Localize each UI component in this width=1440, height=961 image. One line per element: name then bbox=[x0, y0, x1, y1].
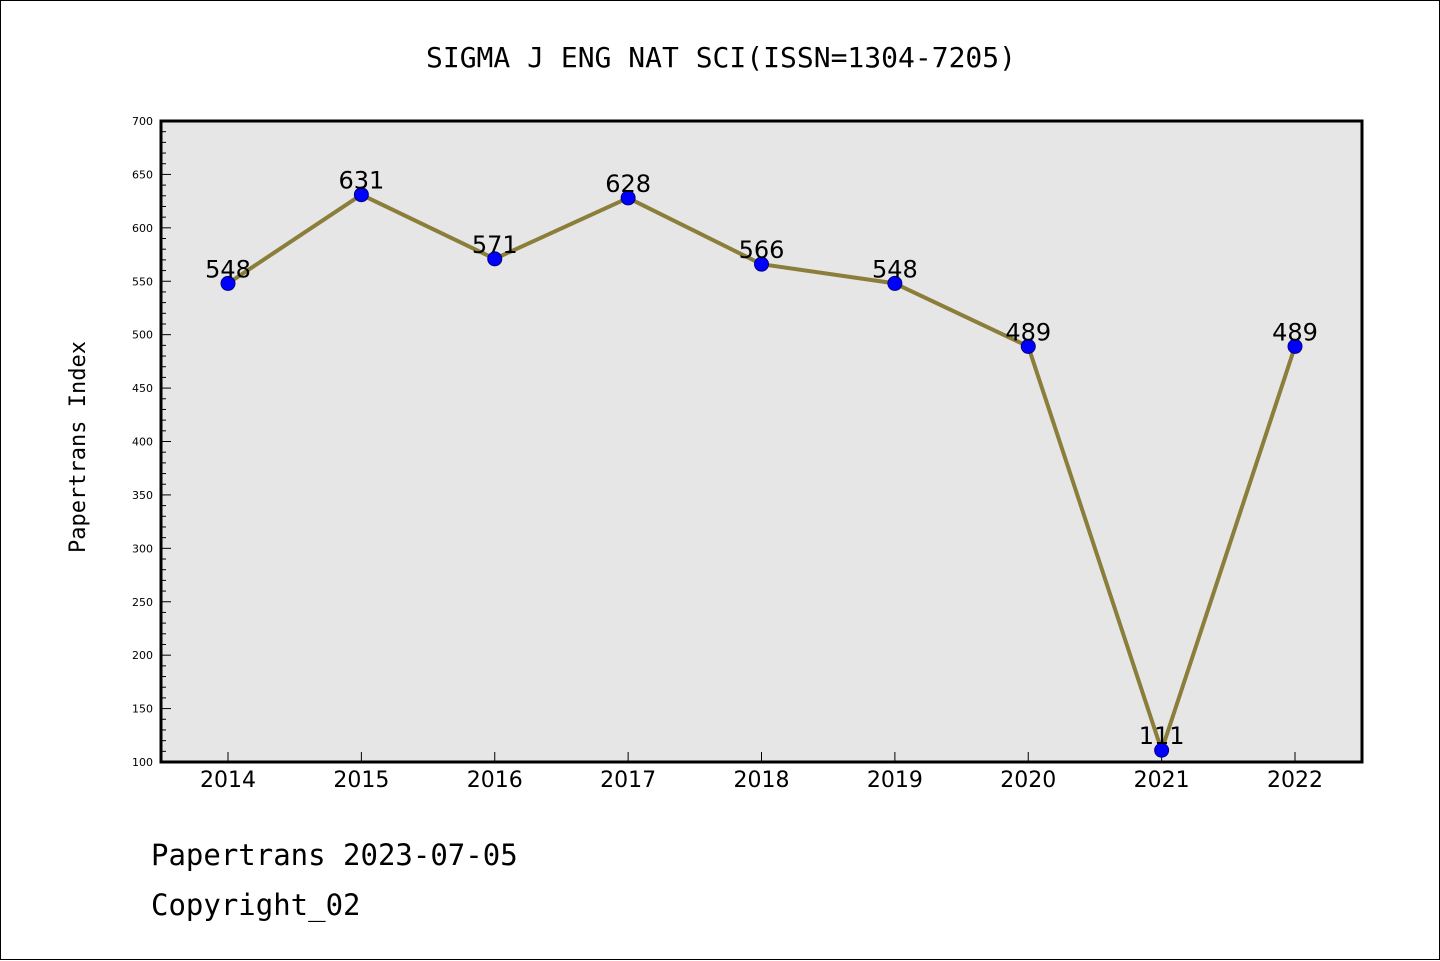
y-tick-label: 300 bbox=[132, 542, 153, 555]
data-label: 628 bbox=[605, 170, 651, 198]
x-tick-label: 2017 bbox=[600, 768, 656, 793]
data-label: 631 bbox=[338, 167, 384, 195]
footer-copyright: Copyright_02 bbox=[151, 888, 361, 923]
plot-area bbox=[161, 121, 1362, 762]
data-label: 489 bbox=[1005, 318, 1051, 346]
y-tick-label: 400 bbox=[132, 436, 153, 449]
x-tick-label: 2015 bbox=[333, 768, 389, 793]
data-point-marker bbox=[487, 251, 503, 267]
footer-date: Papertrans 2023-07-05 bbox=[151, 838, 518, 872]
series-group bbox=[220, 187, 1303, 758]
data-label: 548 bbox=[205, 255, 251, 283]
y-tick-label: 100 bbox=[132, 756, 153, 769]
x-tick-label: 2016 bbox=[467, 768, 523, 793]
y-tick-label: 550 bbox=[132, 275, 153, 288]
y-tick-label: 250 bbox=[132, 596, 153, 609]
data-label: 111 bbox=[1139, 722, 1185, 750]
x-axis-tick-labels: 2014 2015 2016 2017 2018 2019 2020 2021 2022 bbox=[200, 768, 1323, 793]
data-point-marker bbox=[754, 256, 769, 272]
x-tick-label: 2018 bbox=[734, 768, 790, 793]
chart-title: SIGMA J ENG NAT SCI(ISSN=1304-7205) bbox=[426, 41, 1016, 74]
data-point-marker bbox=[887, 275, 903, 291]
y-tick-label: 350 bbox=[132, 489, 153, 502]
y-tick-label: 450 bbox=[132, 382, 153, 395]
y-tick-label: 650 bbox=[132, 168, 153, 181]
y-tick-label: 600 bbox=[132, 222, 153, 235]
x-tick-label: 2020 bbox=[1000, 768, 1056, 793]
x-tick-label: 2021 bbox=[1134, 768, 1190, 793]
data-label: 566 bbox=[739, 236, 785, 264]
data-point-marker bbox=[220, 275, 236, 291]
data-label: 571 bbox=[472, 231, 518, 259]
y-tick-label: 150 bbox=[132, 703, 153, 716]
data-point-marker bbox=[620, 190, 636, 206]
x-tick-label: 2014 bbox=[200, 768, 256, 793]
data-label: 548 bbox=[872, 255, 918, 283]
x-tick-label: 2022 bbox=[1267, 768, 1323, 793]
data-label: 489 bbox=[1272, 318, 1318, 346]
data-point-marker bbox=[1287, 338, 1303, 354]
data-point-marker bbox=[1154, 742, 1170, 758]
x-tick-label: 2019 bbox=[867, 768, 923, 793]
y-axis-tick-labels: 100 150 200 250 300 350 400 450 500 550 600 650 700 bbox=[132, 115, 153, 769]
y-tick-label: 500 bbox=[132, 329, 153, 342]
y-tick-label: 200 bbox=[132, 649, 153, 662]
data-point-marker bbox=[353, 187, 369, 203]
y-tick-label: 700 bbox=[132, 115, 153, 128]
data-point-marker bbox=[1020, 338, 1036, 354]
plot-border bbox=[159, 119, 1364, 764]
y-axis-label: Papertrans Index bbox=[66, 341, 91, 553]
data-labels: 548 631 571 628 566 548 489 111 489 bbox=[205, 167, 1318, 751]
